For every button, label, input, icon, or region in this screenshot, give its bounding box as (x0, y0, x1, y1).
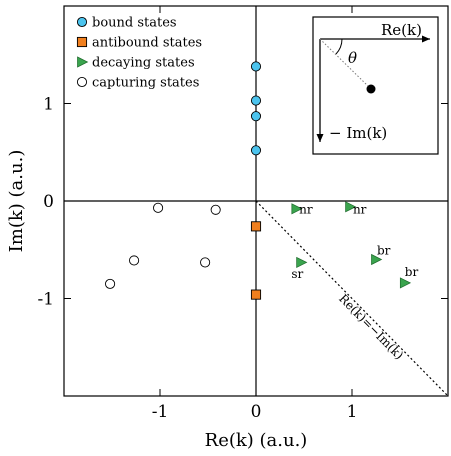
capturing-states-point (105, 278, 116, 289)
x-tick-label: -1 (152, 402, 169, 422)
legend-label-antibound-states: antibound states (92, 36, 202, 51)
legend: bound states antibound states decaying sta… (76, 16, 202, 91)
bound-states-point (250, 95, 262, 106)
bound-states-point (250, 61, 262, 72)
decaying-states-point (345, 201, 357, 213)
legend-marker-capturing-states (76, 76, 88, 88)
data-points (105, 61, 412, 300)
capturing-states-point (210, 204, 221, 215)
legend-marker-antibound-states (76, 36, 88, 48)
y-tick-label: 0 (43, 192, 54, 212)
capturing-states-point (153, 202, 164, 213)
inset-re-arrowhead (422, 35, 430, 43)
y-tick-label: -1 (37, 290, 54, 310)
inset-frame (312, 16, 439, 155)
antibound-states-point (250, 289, 262, 300)
inset-angle-arc (335, 38, 343, 55)
x-tick-label: 1 (347, 402, 358, 422)
point-annotation: nr (353, 203, 367, 217)
x-tick-label: 0 (251, 402, 262, 422)
inset-point (366, 84, 376, 94)
decaying-states-point (296, 256, 308, 268)
decaying-states-point (399, 277, 412, 289)
x-axis-label: Re(k) (a.u.) (205, 430, 308, 451)
inset-x-axis-label: Re(k) (381, 21, 422, 39)
inset-im-arrowhead (316, 134, 324, 142)
inset-y-axis-label: − Im(k) (329, 124, 387, 142)
diagonal-dotted-line (255, 200, 449, 397)
diagonal-line: Re(k)=−Im(k) (255, 200, 449, 397)
inset-ray (319, 38, 372, 90)
inset-diagram: Re(k) − Im(k) θ (312, 16, 439, 155)
decaying-states-point (291, 203, 303, 215)
y-axis-label: Im(k) (a.u.) (6, 150, 27, 253)
point-annotation: br (405, 265, 419, 279)
point-annotation: br (377, 244, 391, 258)
decaying-states-point (371, 253, 383, 266)
point-annotation: sr (291, 267, 303, 281)
ticks: -1 0 1 -1 0 1 (37, 6, 448, 422)
y-tick-label: 1 (43, 95, 54, 115)
point-annotation: nr (299, 203, 313, 217)
legend-label-capturing-states: capturing states (92, 76, 199, 91)
antibound-states-point (250, 221, 262, 232)
inset-angle-label: θ (348, 49, 357, 67)
legend-label-decaying-states: decaying states (92, 56, 195, 71)
diagonal-label: Re(k)=−Im(k) (336, 291, 406, 362)
legend-marker-decaying-states (77, 56, 89, 68)
legend-label-bound-states: bound states (92, 16, 177, 31)
capturing-states-point (200, 257, 211, 268)
legend-marker-bound-states (76, 16, 88, 28)
bound-states-point (250, 145, 262, 156)
capturing-states-point (129, 255, 140, 266)
bound-states-point (250, 111, 262, 122)
